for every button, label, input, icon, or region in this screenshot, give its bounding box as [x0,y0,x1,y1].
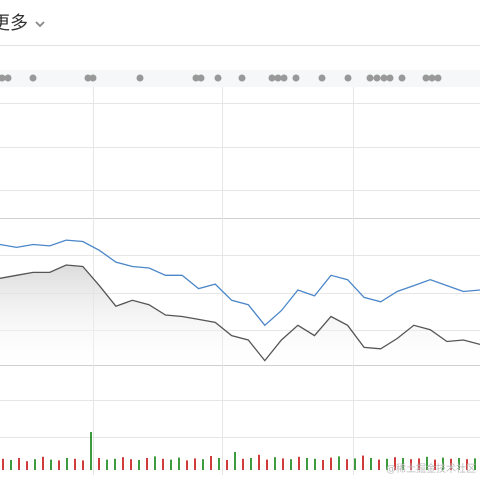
volume-bar [178,457,180,470]
watermark: @稀土掘金技术社区 [386,462,476,475]
volume-bar [42,456,44,470]
volume-bar [282,458,284,470]
volume-bar [394,457,396,470]
volume-bar [18,458,20,470]
volume-bar [466,459,468,470]
volume-bar [98,458,100,470]
volume-bar [114,458,116,470]
volume-bar [450,458,452,470]
volume-bar [34,459,36,470]
volume-bar [306,458,308,470]
area [0,265,480,365]
volume-bar [130,459,132,470]
volume-bar [146,458,148,470]
volume-bar [370,458,372,470]
volume-bar [354,458,356,470]
volume-bar [250,458,252,470]
volume-bar [338,456,340,470]
volume-bar [162,458,164,470]
volume-bar [82,460,84,470]
volume-bar [218,458,220,470]
volume-bar [442,457,444,470]
toolbar [0,0,480,45]
volume-bar [458,458,460,470]
volume-bar [194,458,196,470]
volume-bar [386,458,388,470]
volume-bar [298,456,300,470]
volume-bar [186,460,188,470]
volume-bar [170,459,172,470]
volume-bar [346,459,348,470]
plot [0,239,480,470]
volume-bar [122,457,124,470]
volume-bar [314,458,316,470]
grid [0,87,480,475]
volume-bar [138,460,140,470]
volume-bar [106,459,108,470]
volume-bar [10,460,12,470]
volume-bar [202,459,204,470]
volume-bar [58,460,60,470]
line [0,239,480,327]
volume-bar [210,456,212,470]
more-button[interactable]: 更多 [0,13,28,34]
volume-bar [474,458,476,470]
volume-bar [66,458,68,470]
volume-bar [322,460,324,470]
volume-bar [242,458,244,470]
volume-bar [226,460,228,470]
volume-bar [426,456,428,470]
event-dots [0,74,442,82]
volume-bar [274,457,276,470]
volume-bar [418,458,420,470]
volume-bar [258,454,260,470]
volume-bar [434,459,436,470]
line [0,264,480,362]
volume-bar [330,457,332,470]
chevron[interactable] [35,21,45,28]
volume-bar [90,432,92,470]
volume-bar [26,461,28,470]
volume-bar [378,459,380,470]
volume-bar [234,452,236,470]
volume-bar [266,459,268,470]
volume-bar [402,458,404,470]
volume-bar [290,459,292,470]
volume-bar [410,459,412,470]
volume-bar [154,456,156,470]
volume-bar [50,459,52,470]
volume-bar [2,458,4,470]
volume-bar [362,455,364,470]
volume-bar [74,458,76,470]
